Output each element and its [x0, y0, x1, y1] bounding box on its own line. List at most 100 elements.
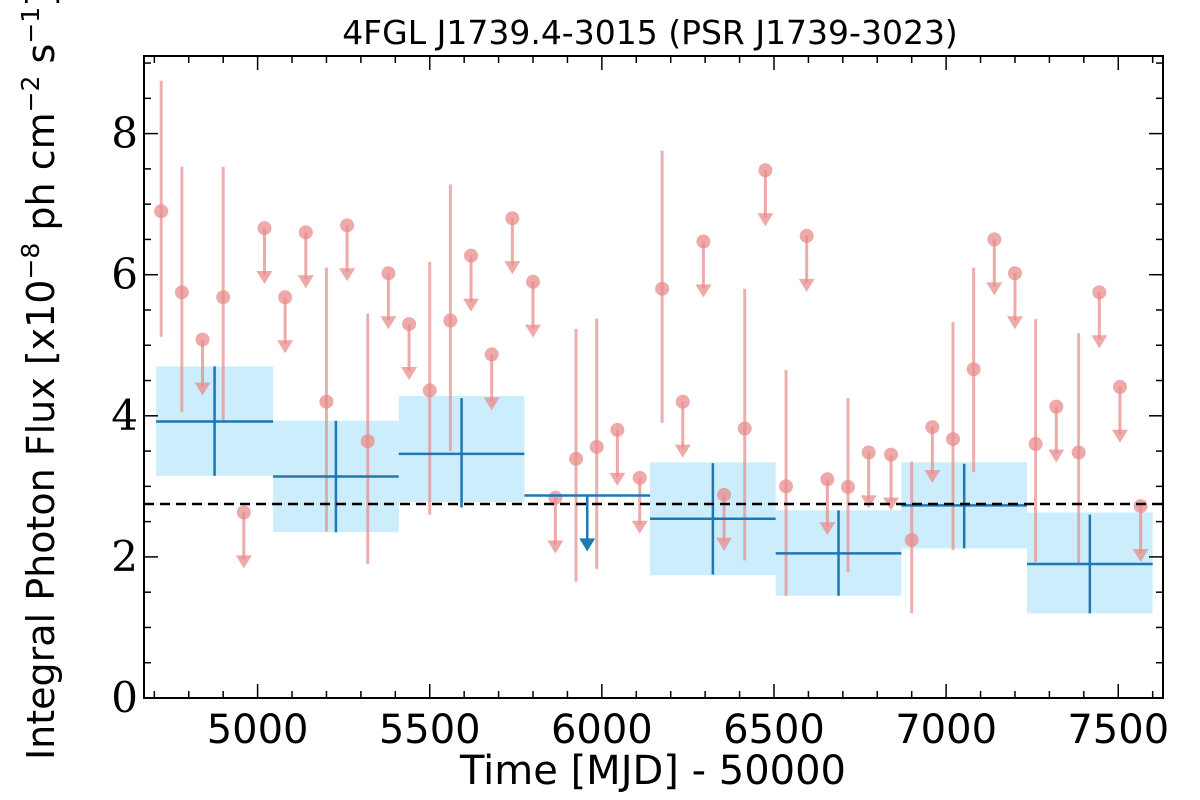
fine-ul-arrow-16 — [483, 397, 500, 411]
fine-point-43 — [1049, 399, 1064, 414]
fine-point-2 — [195, 332, 210, 347]
fine-point-42 — [1028, 437, 1043, 452]
fine-point-15 — [464, 248, 479, 263]
fine-point-13 — [422, 383, 437, 398]
chart-title: 4FGL J1739.4-3015 (PSR J1739-3023) — [342, 13, 958, 52]
fine-point-21 — [589, 439, 604, 454]
y-tick-label-4: 8 — [111, 109, 138, 158]
fine-point-14 — [443, 313, 458, 328]
fine-ul-arrow-5 — [256, 271, 273, 285]
x-tick-label-4: 7000 — [895, 707, 997, 753]
fine-point-7 — [298, 225, 313, 240]
x-tick-label-5: 7500 — [1067, 707, 1169, 753]
fine-point-17 — [505, 211, 520, 226]
fine-point-4 — [236, 505, 251, 520]
y-tick-label-3: 6 — [111, 250, 138, 299]
fine-point-12 — [402, 317, 417, 332]
fine-point-5 — [257, 221, 272, 236]
fine-point-19 — [548, 490, 563, 505]
fine-ul-arrow-9 — [339, 268, 356, 282]
fine-point-18 — [526, 274, 541, 289]
fine-point-30 — [779, 479, 794, 494]
fine-ul-arrow-22 — [609, 472, 626, 486]
x-tick-label-0: 5000 — [207, 707, 309, 753]
fine-ul-arrow-12 — [401, 367, 418, 380]
y-axis-label-end: ] — [19, 0, 63, 7]
fine-point-36 — [904, 532, 919, 547]
fine-point-47 — [1133, 499, 1148, 514]
fine-ul-arrow-27 — [716, 537, 733, 551]
plot-frame — [143, 55, 1164, 699]
fine-point-37 — [925, 420, 940, 435]
y-axis-label-main: Integral Photon Flux [x10 — [19, 280, 63, 761]
x-tick-label-1: 5500 — [379, 707, 481, 753]
fine-ul-arrow-32 — [819, 522, 836, 536]
fine-point-22 — [610, 422, 625, 437]
fine-point-44 — [1071, 445, 1086, 460]
fine-point-29 — [758, 163, 773, 178]
fine-point-39 — [966, 362, 981, 377]
y-axis-label-exp1: −8 — [16, 243, 45, 280]
fine-ul-arrow-4 — [235, 555, 252, 569]
fine-ul-arrow-43 — [1048, 449, 1065, 463]
fine-ul-arrow-35 — [883, 497, 900, 511]
fine-point-33 — [841, 480, 856, 495]
fine-point-3 — [216, 290, 231, 305]
fine-point-10 — [360, 434, 375, 449]
fine-point-0 — [154, 204, 169, 219]
fine-point-16 — [484, 347, 499, 362]
fine-ul-arrow-45 — [1091, 335, 1108, 349]
fine-ul-arrow-11 — [380, 316, 397, 330]
fine-ul-arrow-34 — [860, 495, 877, 509]
y-axis-label-exp2: −2 — [16, 76, 45, 113]
fine-point-40 — [987, 232, 1002, 247]
fine-point-28 — [737, 421, 752, 436]
coarse-ul-arrow-3 — [579, 538, 596, 552]
fine-point-35 — [884, 447, 899, 462]
fine-ul-arrow-26 — [695, 284, 712, 298]
plot-area — [144, 80, 1163, 614]
fine-point-8 — [319, 394, 334, 409]
fine-ul-arrow-18 — [525, 324, 542, 338]
fine-ul-arrow-25 — [674, 444, 691, 458]
fine-point-38 — [946, 432, 961, 447]
fine-point-25 — [675, 394, 690, 409]
fine-point-34 — [861, 445, 876, 460]
fine-ul-arrow-37 — [924, 470, 941, 484]
y-tick-label-0: 0 — [111, 673, 138, 722]
fine-point-20 — [569, 451, 584, 466]
x-tick-label-3: 6500 — [723, 707, 825, 753]
fine-ul-arrow-46 — [1111, 429, 1128, 443]
fine-ul-arrow-17 — [504, 261, 521, 275]
x-axis-label: Time [MJD] - 50000 — [459, 748, 846, 794]
fine-point-23 — [632, 470, 647, 485]
fine-point-32 — [820, 472, 835, 487]
fine-point-45 — [1092, 285, 1107, 300]
x-tick-label-2: 6000 — [551, 707, 653, 753]
y-axis-label-mid: ph cm — [19, 112, 63, 242]
fine-point-24 — [655, 281, 670, 296]
fine-ul-arrow-23 — [631, 520, 648, 534]
fine-point-9 — [340, 218, 355, 233]
fine-ul-arrow-31 — [798, 278, 815, 292]
fine-ul-arrow-40 — [986, 282, 1003, 296]
fine-ul-arrow-7 — [297, 275, 314, 289]
y-tick-label-2: 4 — [111, 391, 138, 440]
fine-point-1 — [174, 285, 189, 300]
fine-point-27 — [717, 487, 732, 502]
y-axis-label-mid2: s — [19, 44, 63, 76]
fine-point-41 — [1007, 266, 1022, 281]
fine-ul-arrow-2 — [194, 382, 211, 396]
fine-ul-arrow-41 — [1006, 316, 1023, 330]
fine-point-31 — [799, 228, 814, 243]
y-axis-label: Integral Photon Flux [x10−8 ph cm−2 s−1] — [16, 0, 63, 760]
fine-ul-arrow-47 — [1132, 549, 1149, 563]
fine-ul-arrow-19 — [547, 540, 564, 554]
fine-ul-arrow-29 — [757, 213, 774, 227]
fine-point-6 — [278, 290, 293, 305]
y-axis-label-exp3: −1 — [16, 7, 45, 44]
axis-ticks: 5000 5500 6000 6500 7000 7500 0 2 4 6 8 — [111, 56, 1169, 753]
fine-point-46 — [1112, 379, 1127, 394]
fine-point-11 — [381, 266, 396, 281]
